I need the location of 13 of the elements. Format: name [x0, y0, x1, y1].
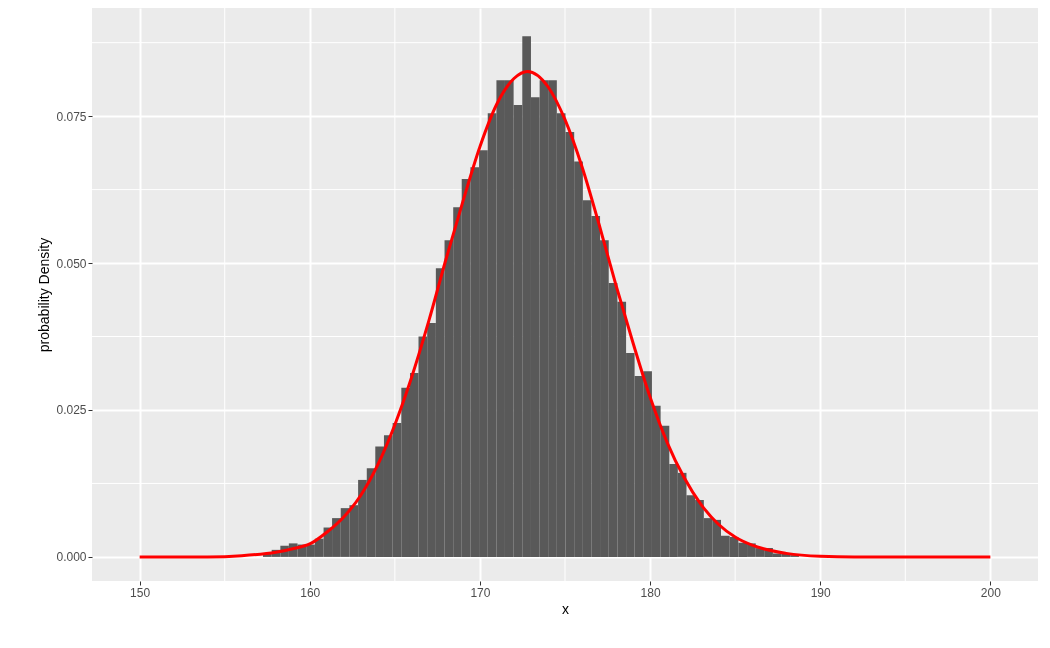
- x-tick-label: 200: [980, 585, 1002, 600]
- y-axis-title: probability Density: [36, 237, 53, 353]
- x-tick-label: 170: [470, 585, 491, 600]
- x-tick-label: 150: [130, 585, 151, 600]
- x-tick-label: 180: [640, 585, 661, 600]
- line-series: [138, 69, 992, 559]
- x-tick-label: 160: [300, 585, 321, 600]
- y-tick-label: 0.050: [56, 256, 87, 271]
- x-axis-title: x: [562, 600, 569, 617]
- y-tick-label: 0.000: [56, 550, 87, 565]
- x-tick-label: 190: [810, 585, 832, 600]
- y-tick-label: 0.075: [56, 109, 87, 124]
- y-tick-label: 0.025: [56, 403, 87, 418]
